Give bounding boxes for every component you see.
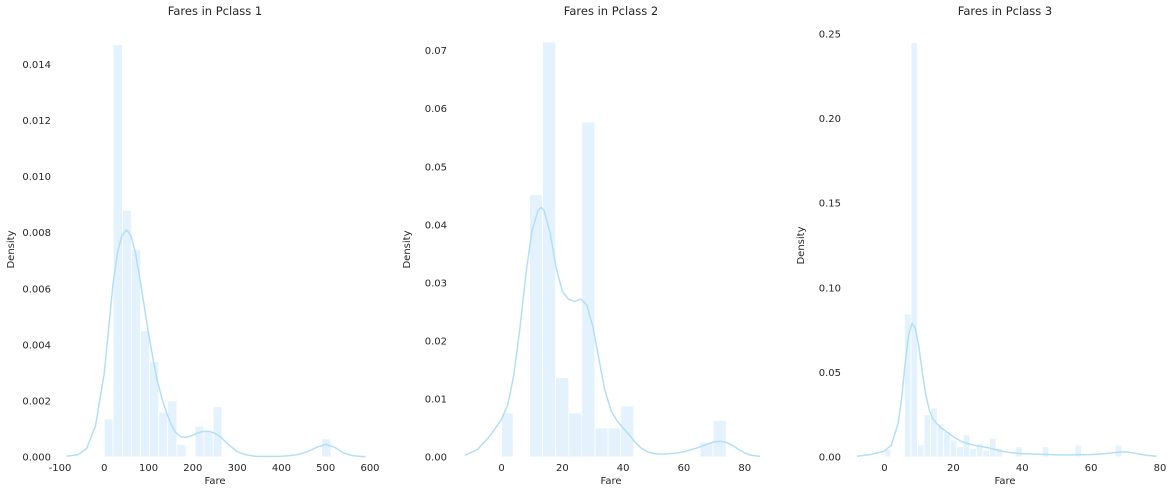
histogram-bar: [167, 400, 178, 458]
histogram-bar: [910, 42, 918, 458]
histogram-bar: [555, 377, 570, 458]
x-tick-label: 500: [316, 463, 335, 474]
y-tick-label: 0.03: [425, 278, 447, 289]
histogram-bar: [122, 209, 132, 458]
histogram-bar: [149, 361, 160, 458]
histogram-bar: [962, 434, 971, 458]
x-tick-label: -100: [49, 463, 72, 474]
histogram-bar: [982, 449, 990, 458]
histogram-bar: [176, 443, 187, 458]
histogram-bar: [969, 448, 977, 458]
x-tick-label: 0: [498, 463, 504, 474]
histogram-bar: [917, 444, 925, 458]
y-tick-label: 0.20: [819, 114, 841, 125]
histogram-bar: [158, 411, 169, 458]
histogram-bar: [1074, 444, 1082, 458]
kde-curve: [856, 322, 1157, 458]
x-tick-label: 0: [881, 463, 887, 474]
y-tick-label: 0.10: [819, 283, 841, 294]
x-tick-label: 600: [360, 463, 379, 474]
y-tick-label: 0.25: [819, 30, 841, 41]
histogram-bar: [140, 330, 150, 458]
histogram-bar: [594, 427, 609, 458]
y-tick-label: 0.014: [22, 60, 51, 71]
histogram-bar: [568, 412, 583, 458]
x-tick-label: 20: [947, 463, 960, 474]
y-tick-label: 0.02: [425, 336, 447, 347]
x-axis-label: Fare: [600, 476, 621, 487]
y-tick-label: 0.010: [22, 172, 51, 183]
x-tick-label: 400: [272, 463, 291, 474]
x-tick-label: 100: [139, 463, 158, 474]
histogram-bar: [712, 420, 727, 458]
histogram-bar: [956, 446, 964, 458]
y-axis-label: Density: [796, 226, 807, 264]
histogram-bar: [620, 405, 635, 458]
subplot-pclass-1: -100 0 100 200 300 400 500 600 0.000 0.002 0.004 0.…: [6, 4, 380, 487]
x-tick-label: 300: [228, 463, 247, 474]
y-tick-label: 0.01: [425, 394, 447, 405]
chart-title: Fares in Pclass 1: [168, 4, 262, 18]
subplot-pclass-3: 0 20 40 60 80 0.00 0.05 0.10 0.15 0.20 0.25 Fares i…: [796, 4, 1166, 487]
y-tick-label: 0.008: [22, 228, 51, 239]
x-tick-label: 80: [738, 463, 751, 474]
y-tick-label: 0.004: [22, 340, 51, 351]
x-tick-label: 200: [183, 463, 202, 474]
x-axis-label: Fare: [994, 476, 1015, 487]
histogram-bar: [581, 121, 596, 458]
y-axis-label: Density: [402, 230, 413, 268]
y-tick-label: 0.012: [22, 116, 51, 127]
chart-title: Fares in Pclass 3: [958, 4, 1052, 18]
kde-curve: [66, 229, 366, 458]
histogram-bar: [321, 438, 332, 458]
y-tick-label: 0.15: [819, 199, 841, 210]
histogram-bar: [995, 448, 1003, 458]
histogram-bar: [542, 41, 557, 458]
histogram-bar: [1041, 446, 1050, 458]
y-tick-label: 0.002: [22, 396, 51, 407]
y-tick-label: 0.006: [22, 284, 51, 295]
histogram-bar: [923, 414, 931, 458]
y-tick-label: 0.00: [819, 453, 841, 464]
histogram-bar: [130, 249, 142, 458]
histogram-bar: [194, 425, 205, 458]
y-tick-label: 0.07: [425, 46, 447, 57]
histogram-bar: [607, 427, 622, 458]
subplot-pclass-2: 0 20 40 60 80 0.00 0.01 0.02 0.03 0.04 0.05 0.06 0.0…: [402, 4, 760, 487]
x-tick-label: 0: [101, 463, 107, 474]
x-axis-label: Fare: [204, 476, 225, 487]
x-tick-label: 60: [1085, 463, 1098, 474]
x-tick-label: 40: [1016, 463, 1029, 474]
histogram-bar: [904, 313, 912, 458]
histogram-bar: [501, 412, 514, 458]
histogram-bar: [943, 431, 951, 458]
histogram-bar: [1015, 446, 1023, 458]
histogram-bar: [212, 406, 223, 458]
histogram-bar: [203, 431, 214, 458]
y-tick-label: 0.05: [819, 368, 841, 379]
x-tick-label: 40: [617, 463, 630, 474]
histogram-bar: [1114, 444, 1123, 458]
y-tick-label: 0.04: [425, 220, 447, 231]
y-tick-label: 0.000: [22, 453, 51, 464]
y-tick-label: 0.06: [425, 104, 447, 115]
x-tick-label: 60: [678, 463, 691, 474]
kde-curve: [464, 206, 760, 458]
histogram-bar: [949, 439, 958, 458]
y-tick-label: 0.05: [425, 162, 447, 173]
y-axis-label: Density: [6, 230, 17, 268]
x-tick-label: 20: [556, 463, 569, 474]
x-tick-label: 80: [1154, 463, 1167, 474]
chart-title: Fares in Pclass 2: [564, 4, 658, 18]
histogram-bar: [103, 418, 114, 458]
y-tick-label: 0.00: [425, 453, 447, 464]
